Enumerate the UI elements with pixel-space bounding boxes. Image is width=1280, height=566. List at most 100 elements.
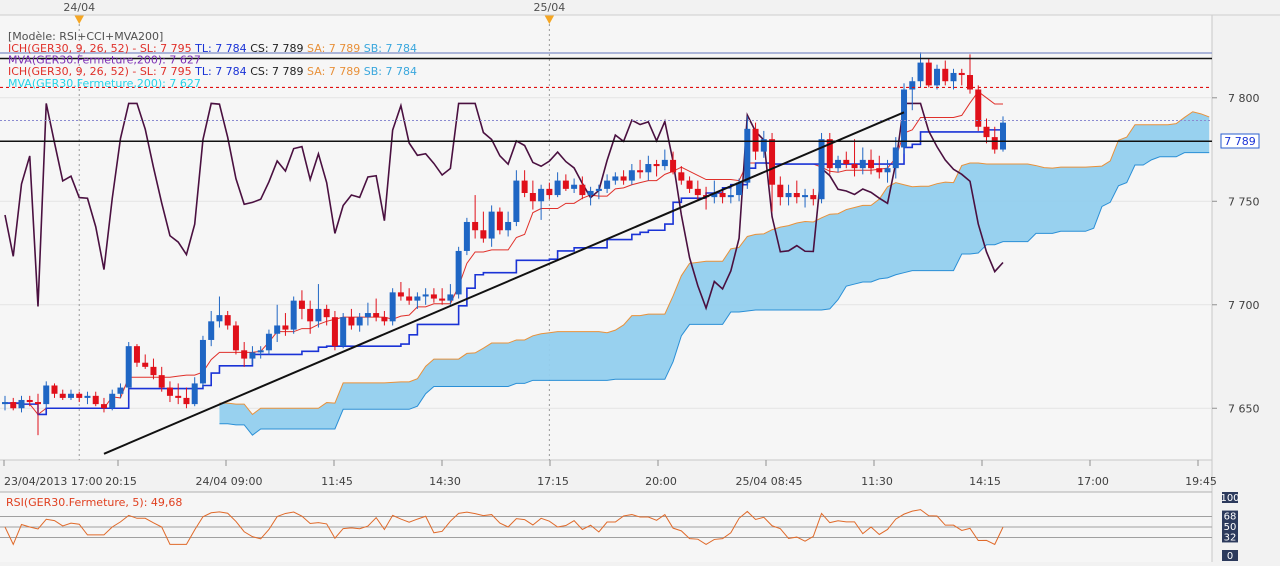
candle-body[interactable] xyxy=(686,180,693,189)
trend-line[interactable] xyxy=(103,111,905,455)
candle-body[interactable] xyxy=(191,383,198,405)
candle-body[interactable] xyxy=(802,195,809,198)
candle-body[interactable] xyxy=(397,292,404,297)
candle-body[interactable] xyxy=(430,294,437,299)
candle-body[interactable] xyxy=(117,387,124,394)
candle-body[interactable] xyxy=(670,159,677,173)
candle-body[interactable] xyxy=(10,402,17,409)
candle-body[interactable] xyxy=(958,72,965,76)
candle-body[interactable] xyxy=(59,393,66,398)
candle-body[interactable] xyxy=(859,159,866,169)
candle-body[interactable] xyxy=(653,164,660,167)
candle-body[interactable] xyxy=(455,250,462,295)
candle-body[interactable] xyxy=(488,211,495,239)
candle-body[interactable] xyxy=(785,193,792,198)
candle-body[interactable] xyxy=(232,325,239,351)
candle-body[interactable] xyxy=(554,180,561,196)
candle-body[interactable] xyxy=(67,393,74,398)
candle-body[interactable] xyxy=(84,395,91,398)
candle-body[interactable] xyxy=(579,184,586,196)
candle-body[interactable] xyxy=(422,294,429,297)
candle-body[interactable] xyxy=(546,188,553,196)
candle-body[interactable] xyxy=(694,188,701,196)
candle-body[interactable] xyxy=(917,62,924,82)
candle-body[interactable] xyxy=(892,147,899,169)
candle-body[interactable] xyxy=(150,366,157,376)
candle-body[interactable] xyxy=(496,211,503,231)
candle-body[interactable] xyxy=(934,68,941,86)
candle-body[interactable] xyxy=(884,168,891,173)
candle-body[interactable] xyxy=(752,128,759,152)
candle-body[interactable] xyxy=(810,195,817,200)
candle-body[interactable] xyxy=(142,362,149,367)
candle-body[interactable] xyxy=(513,180,520,222)
candle-body[interactable] xyxy=(282,325,289,330)
candle-body[interactable] xyxy=(265,333,272,351)
candle-body[interactable] xyxy=(777,184,784,198)
candle-body[interactable] xyxy=(364,313,371,318)
candle-body[interactable] xyxy=(711,193,718,198)
candle-body[interactable] xyxy=(604,180,611,189)
candle-body[interactable] xyxy=(439,298,446,301)
candle-body[interactable] xyxy=(868,159,875,169)
candle-body[interactable] xyxy=(249,352,256,359)
candle-body[interactable] xyxy=(447,294,454,301)
candle-body[interactable] xyxy=(199,339,206,384)
candle-body[interactable] xyxy=(2,402,8,405)
candle-body[interactable] xyxy=(381,317,388,322)
candle-body[interactable] xyxy=(175,395,182,398)
candle-body[interactable] xyxy=(645,164,652,173)
candle-body[interactable] xyxy=(612,176,619,181)
candle-body[interactable] xyxy=(348,317,355,326)
candle-body[interactable] xyxy=(760,139,767,152)
candle-body[interactable] xyxy=(43,385,50,405)
candle-body[interactable] xyxy=(587,190,594,196)
candle-body[interactable] xyxy=(125,346,132,388)
candle-body[interactable] xyxy=(76,393,83,398)
candle-body[interactable] xyxy=(942,68,949,82)
candle-body[interactable] xyxy=(571,184,578,189)
candle-body[interactable] xyxy=(901,89,908,148)
candle-body[interactable] xyxy=(166,387,173,396)
candle-body[interactable] xyxy=(991,137,998,150)
candle-body[interactable] xyxy=(661,159,668,167)
candle-body[interactable] xyxy=(472,221,479,231)
candle-body[interactable] xyxy=(967,75,974,90)
candle-body[interactable] xyxy=(620,176,627,181)
candle-body[interactable] xyxy=(562,180,569,189)
candle-body[interactable] xyxy=(835,159,842,169)
candle-body[interactable] xyxy=(224,315,231,326)
candle-body[interactable] xyxy=(628,170,635,181)
candle-body[interactable] xyxy=(274,325,281,334)
candle-body[interactable] xyxy=(480,230,487,239)
candle-body[interactable] xyxy=(241,350,248,359)
candle-body[interactable] xyxy=(818,139,825,200)
candle-body[interactable] xyxy=(183,397,190,405)
candle-body[interactable] xyxy=(538,188,545,202)
candle-body[interactable] xyxy=(315,308,322,322)
candle-body[interactable] xyxy=(158,375,165,388)
candle-body[interactable] xyxy=(331,317,338,347)
candle-body[interactable] xyxy=(340,317,347,347)
candle-body[interactable] xyxy=(793,193,800,198)
candle-body[interactable] xyxy=(92,395,99,405)
candle-body[interactable] xyxy=(463,221,470,251)
candle-body[interactable] xyxy=(298,300,305,309)
candle-body[interactable] xyxy=(727,195,734,198)
candle-body[interactable] xyxy=(744,128,751,183)
candle-body[interactable] xyxy=(851,164,858,169)
candle-body[interactable] xyxy=(216,315,223,322)
candle-body[interactable] xyxy=(356,317,363,326)
candle-body[interactable] xyxy=(736,182,743,196)
candle-body[interactable] xyxy=(826,139,833,169)
candle-body[interactable] xyxy=(100,404,107,409)
candle-body[interactable] xyxy=(307,308,314,322)
candle-body[interactable] xyxy=(18,399,25,409)
candle-body[interactable] xyxy=(521,180,528,193)
candle-body[interactable] xyxy=(34,402,41,405)
candle-body[interactable] xyxy=(290,300,297,330)
candle-body[interactable] xyxy=(406,296,413,301)
candle-body[interactable] xyxy=(323,308,330,318)
candle-body[interactable] xyxy=(208,321,215,340)
